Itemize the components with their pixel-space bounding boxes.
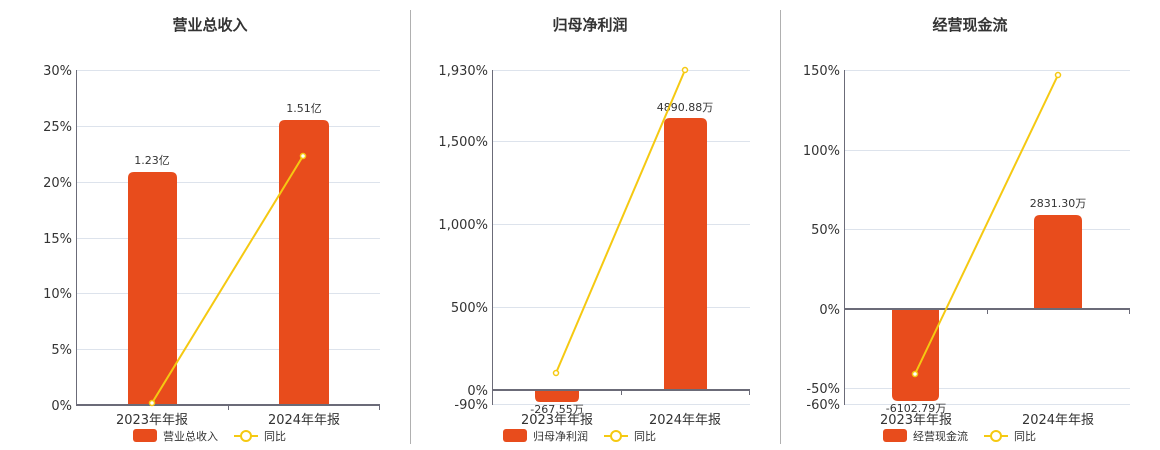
y-tick: 20%: [43, 176, 72, 191]
bar-2023[interactable]: [128, 172, 177, 405]
yoy-point[interactable]: [552, 369, 560, 377]
y-tick: -60%: [806, 398, 840, 413]
bar-2023[interactable]: [535, 390, 579, 402]
panel-divider: [780, 10, 781, 444]
y-tick: 0%: [51, 399, 72, 414]
legend-line-label: 同比: [1014, 430, 1036, 443]
y-tick: 0%: [467, 384, 488, 399]
bar-value-label: 1.51亿: [286, 102, 322, 115]
yoy-line: [914, 74, 1059, 375]
legend-bar-swatch: [133, 429, 157, 442]
revenue-chart-plot: 30% 25% 20% 15% 10% 5% 0% 1.23亿 1.51亿 20…: [43, 64, 380, 443]
y-tick: 1,500%: [438, 135, 488, 150]
x-label: 2023年年报: [521, 413, 593, 428]
y-tick: 0%: [819, 303, 840, 318]
x-label: 2023年年报: [880, 413, 952, 428]
bar-value-label: 2831.30万: [1030, 197, 1087, 210]
y-tick: 1,930%: [438, 64, 488, 79]
bar-2023[interactable]: [892, 309, 939, 401]
y-tick: 1,000%: [438, 218, 488, 233]
legend-line-label: 同比: [634, 430, 656, 443]
net-profit-chart-plot: 1,930% 1,500% 1,000% 500% 0% -90% -267.5…: [438, 64, 750, 443]
x-label: 2024年年报: [649, 413, 721, 428]
y-tick: -50%: [806, 382, 840, 397]
bar-value-label: 4890.88万: [657, 101, 714, 114]
x-label: 2024年年报: [1022, 413, 1094, 428]
y-tick: 30%: [43, 64, 72, 79]
legend-bar-label: 归母净利润: [533, 429, 588, 443]
bar-value-label: 1.23亿: [134, 154, 170, 167]
chart-panel-revenue: 营业总收入 30% 25% 20% 15% 10% 5% 0% 1.23亿 1.…: [0, 0, 400, 450]
y-tick: 10%: [43, 287, 72, 302]
chart-title: 营业总收入: [172, 16, 248, 34]
chart-panel-operating-cashflow: 经营现金流 150% 100% 50% 0% -50% -60% -6102.7…: [780, 0, 1160, 450]
legend-bar-swatch: [503, 429, 527, 442]
yoy-point[interactable]: [1054, 71, 1062, 79]
chart-title: 经营现金流: [932, 16, 1008, 34]
legend-line-icon: [610, 430, 622, 442]
legend-bar-swatch: [883, 429, 907, 442]
y-tick: 50%: [811, 223, 840, 238]
yoy-line: [151, 155, 304, 404]
legend-line-icon: [990, 430, 1002, 442]
cashflow-chart-plot: 150% 100% 50% 0% -50% -60% -6102.79万 283…: [803, 64, 1130, 443]
legend-bar-label: 经营现金流: [913, 429, 968, 443]
legend[interactable]: 营业总收入 同比: [133, 429, 286, 443]
y-tick: 15%: [43, 232, 72, 247]
bar-2024[interactable]: [664, 118, 707, 390]
bar-2024[interactable]: [279, 120, 329, 405]
yoy-point[interactable]: [681, 66, 689, 74]
chart-title: 归母净利润: [552, 16, 628, 34]
y-tick: 500%: [451, 301, 488, 316]
y-tick: 100%: [803, 144, 840, 159]
yoy-point[interactable]: [299, 152, 307, 160]
x-label: 2024年年报: [268, 413, 340, 428]
legend[interactable]: 归母净利润 同比: [503, 429, 656, 443]
yoy-point[interactable]: [911, 370, 919, 378]
yoy-point[interactable]: [148, 399, 156, 407]
panel-divider: [410, 10, 411, 444]
x-label: 2023年年报: [116, 413, 188, 428]
bar-value-label: -267.55万: [530, 403, 583, 416]
legend-bar-label: 营业总收入: [163, 429, 218, 443]
chart-panel-net-profit: 归母净利润 1,930% 1,500% 1,000% 500% 0% -90% …: [400, 0, 780, 450]
bar-value-label: -6102.79万: [886, 402, 946, 415]
y-tick: 150%: [803, 64, 840, 79]
y-tick: -90%: [454, 398, 488, 413]
legend-line-label: 同比: [264, 430, 286, 443]
yoy-line: [555, 69, 686, 374]
bar-2024[interactable]: [1034, 215, 1082, 309]
y-tick: 5%: [51, 343, 72, 358]
legend[interactable]: 经营现金流 同比: [883, 429, 1036, 443]
y-tick: 25%: [43, 120, 72, 135]
legend-line-icon: [240, 430, 252, 442]
